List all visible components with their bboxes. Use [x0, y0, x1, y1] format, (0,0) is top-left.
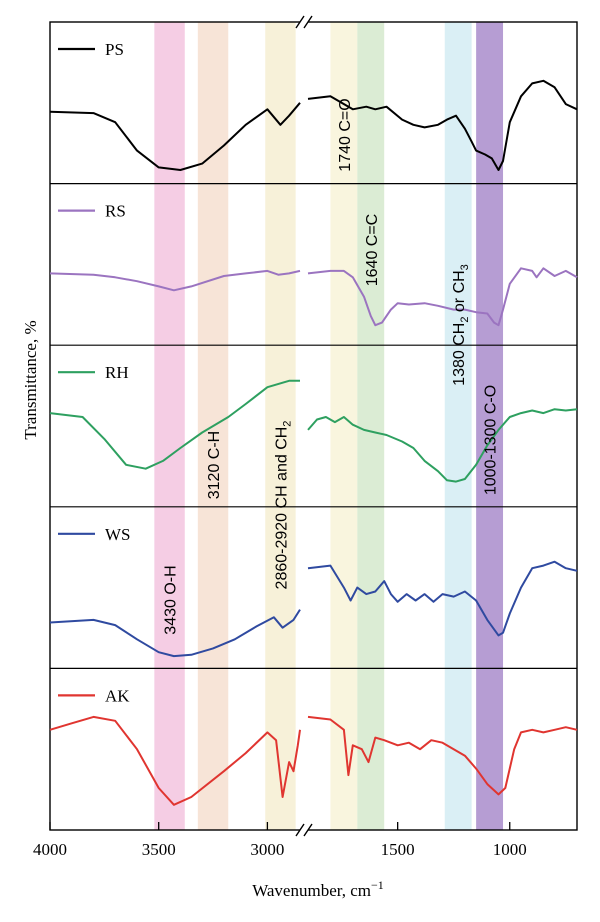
x-tick-label-3000: 3000	[250, 840, 284, 859]
band-3	[330, 22, 358, 830]
legend-label-rh: RH	[105, 363, 129, 382]
series-ak: AK	[49, 686, 578, 806]
band-label-3-text: 1740 C=O	[337, 98, 354, 171]
spectrum-line-ws-left	[49, 609, 301, 658]
axis-break-slash-a-1	[295, 823, 305, 837]
legend-label-ws: WS	[105, 525, 131, 544]
band-label-1-text: 3120 C-H	[206, 431, 223, 499]
axis-break-gap-1	[300, 824, 308, 836]
band-label-0-text: 3430 O-H	[163, 565, 180, 634]
band-label-6-text: 1000-1300 C-O	[483, 385, 500, 495]
band-0	[154, 22, 185, 830]
legend-label-ps: PS	[105, 40, 124, 59]
x-tick-label-3500: 3500	[142, 840, 176, 859]
band-label-5-suffix: or CH	[451, 270, 468, 316]
spectrum-line-ak-right	[307, 715, 578, 796]
spectrum-line-ps-right	[307, 79, 578, 171]
spectrum-line-rs-left	[49, 269, 301, 292]
plot-frame	[49, 15, 578, 837]
band-2	[265, 22, 296, 830]
spectrum-line-ws-right	[307, 560, 578, 637]
band-label-4: 1640 C=C	[364, 214, 381, 287]
spectrum-line-rh-left	[49, 379, 300, 470]
series-rh: RH	[49, 363, 578, 483]
axis-break-slash-b-1	[303, 823, 313, 837]
band-label-4-text: 1640 C=C	[364, 214, 381, 287]
spectrum-line-rh-right	[307, 408, 578, 483]
assignment-bands	[154, 22, 504, 830]
axis-break-slash-b-0	[303, 15, 313, 29]
x-tick-label-1500: 1500	[381, 840, 415, 859]
plot-border	[49, 21, 578, 831]
series-rs: RS	[49, 202, 578, 327]
band-label-6: 1000-1300 C-O	[483, 385, 500, 495]
x-tick-label-4000: 4000	[33, 840, 67, 859]
spectra: PS RS RH WS AK	[49, 40, 578, 806]
legend-label-rs: RS	[105, 202, 126, 221]
legend-label-ak: AK	[105, 686, 130, 705]
x-tick-label-1000: 1000	[493, 840, 527, 859]
axis-break-slash-a-0	[295, 15, 305, 29]
spectrum-line-ps-left	[49, 102, 301, 171]
band-label-2-text: 2860-2920 CH and CH	[273, 427, 290, 590]
x-axis-label-sup: −1	[371, 878, 384, 892]
spectrum-line-rs-right	[307, 267, 578, 327]
band-label-3: 1740 C=O	[337, 98, 354, 171]
x-axis: 4000 3500 3000 1500 1000	[33, 822, 527, 859]
band-label-2-sub: 2	[281, 421, 293, 427]
band-label-5-sub2: 3	[459, 264, 471, 270]
spectrum-line-ak-left	[49, 715, 301, 806]
band-5	[444, 22, 472, 830]
x-axis-label: Wavenumber, cm−1	[252, 878, 384, 900]
x-axis-label-text: Wavenumber, cm	[252, 881, 371, 900]
band-4	[357, 22, 385, 830]
band-label-5-sub: 2	[459, 317, 471, 323]
series-ws: WS	[49, 525, 578, 658]
series-ps: PS	[49, 40, 578, 171]
band-label-0: 3430 O-H	[163, 565, 180, 634]
axis-break-gap-0	[300, 16, 308, 28]
band-label-5-text: 1380 CH	[451, 323, 468, 386]
y-axis-label: Transmittance, %	[21, 320, 40, 439]
band-label-5: 1380 CH2 or CH3	[451, 264, 471, 386]
band-label-2: 2860-2920 CH and CH2	[273, 421, 293, 590]
band-label-1: 3120 C-H	[206, 431, 223, 499]
